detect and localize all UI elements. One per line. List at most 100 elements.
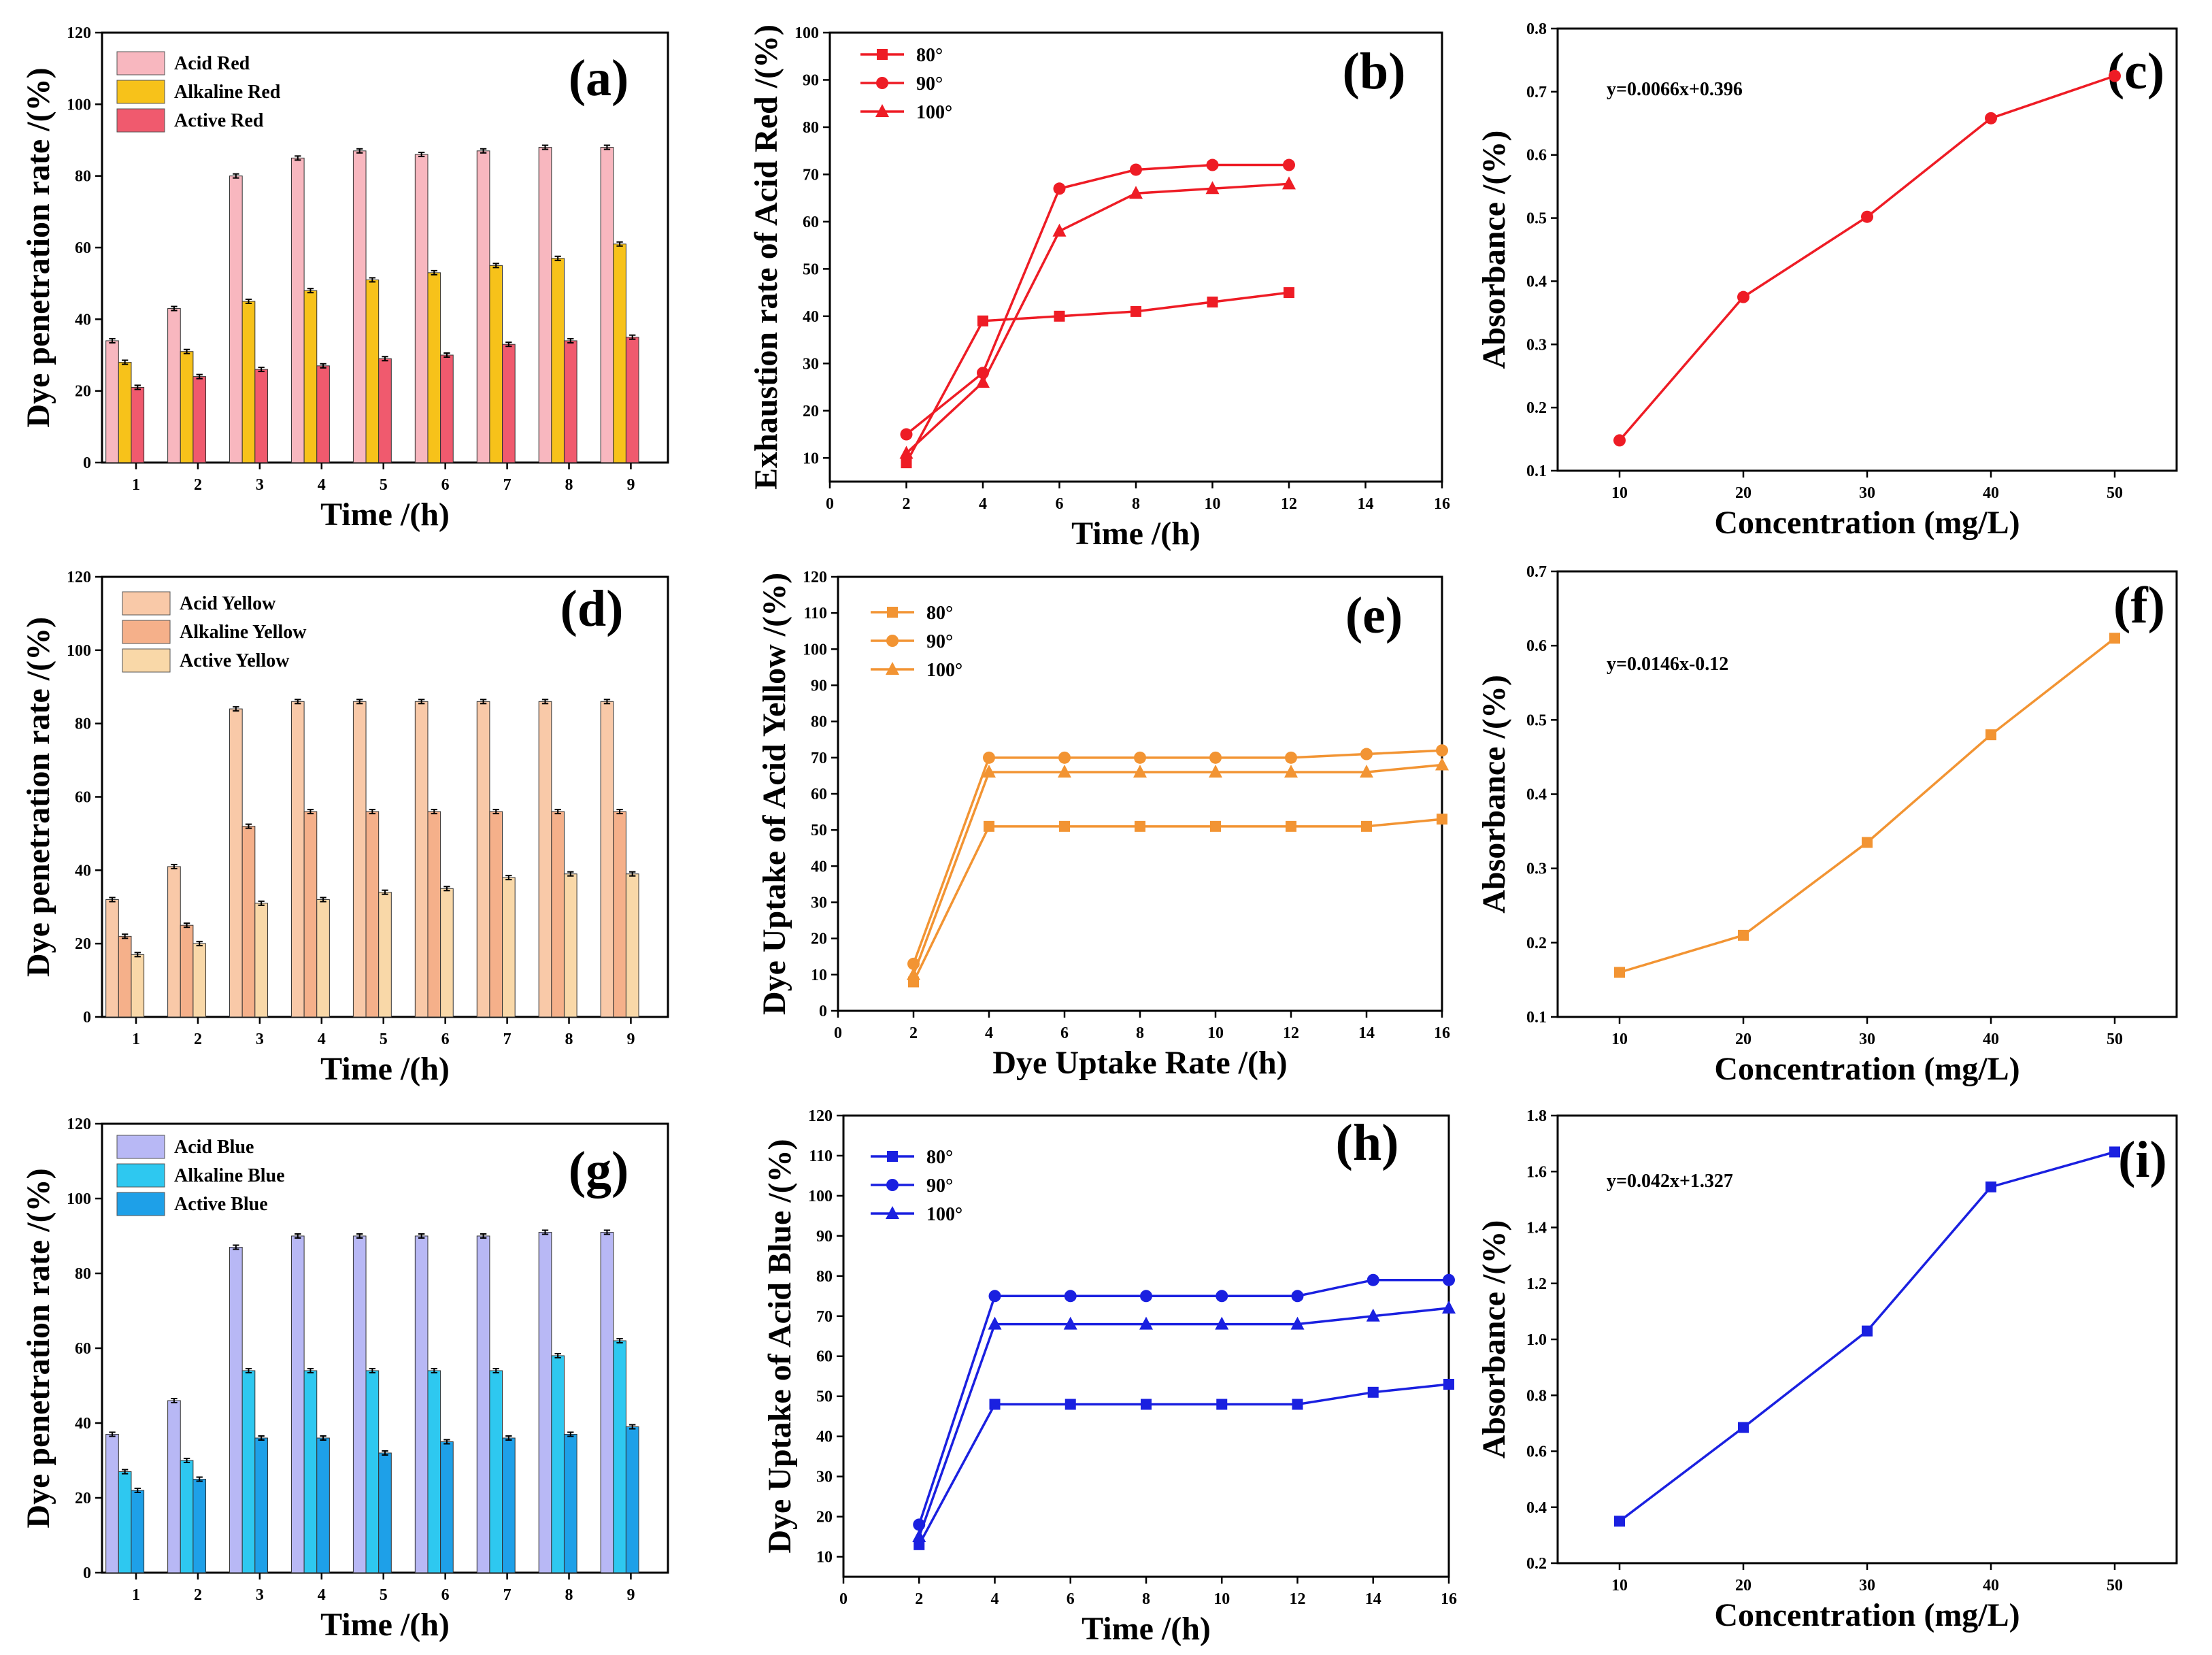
bar (502, 877, 516, 1018)
x-axis-title: Concentration (mg/L) (1714, 505, 2020, 541)
bar (378, 892, 392, 1018)
x-tick-label: 20 (1735, 1031, 1752, 1048)
x-axis-title: Dye Uptake Rate /(h) (992, 1045, 1287, 1081)
y-tick-label: 0.6 (1526, 1443, 1547, 1461)
x-tick-label: 20 (1735, 1577, 1752, 1594)
x-tick-label: 12 (1281, 495, 1297, 513)
bar (440, 888, 454, 1018)
x-tick-label: 0 (839, 1590, 848, 1608)
bar (563, 1434, 577, 1573)
y-axis-title: Dye penetration rate /(%) (20, 617, 56, 977)
x-tick-label: 12 (1283, 1024, 1299, 1042)
y-tick-label: 0 (83, 1009, 91, 1026)
series-line (918, 1307, 1449, 1537)
data-point (1206, 158, 1219, 171)
bar (241, 1370, 256, 1573)
data-point (1284, 765, 1298, 778)
x-tick-label: 30 (1859, 484, 1875, 502)
series-line (1618, 1150, 2115, 1522)
bar (538, 1232, 552, 1573)
bar (241, 826, 256, 1018)
x-tick-label: 6 (441, 1586, 450, 1604)
y-tick-label: 0.2 (1526, 935, 1547, 952)
y-tick-label: 80 (75, 1265, 91, 1283)
y-tick-label: 70 (811, 750, 827, 767)
series-line (912, 749, 1443, 965)
y-tick-label: 40 (811, 858, 827, 875)
x-tick-label: 20 (1735, 484, 1752, 502)
data-point (1862, 837, 1873, 848)
legend-label: 90° (926, 631, 953, 652)
y-tick-label: 30 (816, 1469, 833, 1486)
y-tick-label: 30 (803, 355, 819, 373)
x-tick-label: 6 (441, 476, 450, 494)
y-tick-label: 60 (816, 1348, 833, 1366)
x-tick-label: 8 (565, 1031, 573, 1048)
bar (476, 150, 490, 463)
data-point (984, 820, 994, 832)
x-tick-label: 6 (1067, 1590, 1075, 1608)
legend-marker (875, 104, 889, 117)
data-point (2109, 633, 2120, 644)
x-tick-label: 4 (318, 1586, 326, 1604)
data-point (1360, 748, 1373, 760)
x-tick-label: 2 (194, 476, 202, 494)
bar (538, 701, 552, 1018)
x-tick-label: 7 (503, 1586, 512, 1604)
data-point (1282, 176, 1296, 190)
x-tick-label: 4 (318, 476, 326, 494)
x-tick-label: 16 (1434, 495, 1450, 513)
x-tick-label: 12 (1290, 1590, 1306, 1608)
y-tick-label: 0.6 (1526, 637, 1547, 655)
y-tick-label: 1.8 (1526, 1107, 1547, 1125)
legend-swatch (116, 80, 165, 104)
bar (180, 924, 194, 1018)
data-point (1738, 1422, 1749, 1433)
data-point (1210, 820, 1221, 832)
x-tick-label: 8 (1132, 495, 1140, 513)
data-point (977, 315, 988, 327)
y-tick-label: 1.4 (1526, 1220, 1547, 1237)
panel-a: 0 20 40 60 80 100 120 Dye penetration rate /(%)… (20, 24, 669, 533)
y-tick-label: 70 (816, 1308, 833, 1326)
series-line (1618, 74, 2115, 441)
y-axis-title: Dye Uptake of Acid Yellow /(%) (756, 573, 792, 1015)
x-tick-label: 5 (380, 476, 388, 494)
data-point (1207, 297, 1218, 307)
bar (105, 1434, 119, 1573)
bar (167, 1400, 181, 1573)
x-tick-label: 4 (985, 1024, 993, 1042)
bar (440, 1441, 454, 1573)
bar (316, 365, 330, 463)
x-tick-label: 50 (2107, 1031, 2123, 1048)
y-tick-label: 120 (67, 569, 91, 586)
y-tick-label: 10 (803, 450, 819, 467)
y-tick-label: 0 (83, 454, 91, 472)
bar (290, 701, 305, 1018)
y-tick-label: 20 (803, 403, 819, 420)
y-tick-label: 90 (811, 678, 827, 695)
bar (600, 147, 614, 463)
x-tick-label: 8 (565, 1586, 573, 1604)
series-line (905, 163, 1289, 435)
bar (241, 301, 256, 463)
data-point (1291, 1290, 1304, 1303)
x-tick-label: 3 (256, 476, 264, 494)
y-tick-label: 0 (83, 1565, 91, 1582)
x-tick-label: 0 (826, 495, 834, 513)
legend-marker (887, 607, 898, 618)
series-line (912, 763, 1443, 975)
y-axis-title: Absorbance /(%) (1476, 1220, 1512, 1459)
bar (131, 1490, 145, 1573)
x-tick-label: 1 (132, 1031, 140, 1048)
bar (105, 899, 119, 1018)
data-point (1985, 1181, 1996, 1192)
y-tick-label: 40 (75, 862, 91, 880)
x-tick-label: 9 (626, 1586, 635, 1604)
data-point (1292, 1399, 1303, 1410)
bar (427, 272, 441, 463)
data-point (1614, 1516, 1625, 1527)
bar (625, 1426, 639, 1573)
